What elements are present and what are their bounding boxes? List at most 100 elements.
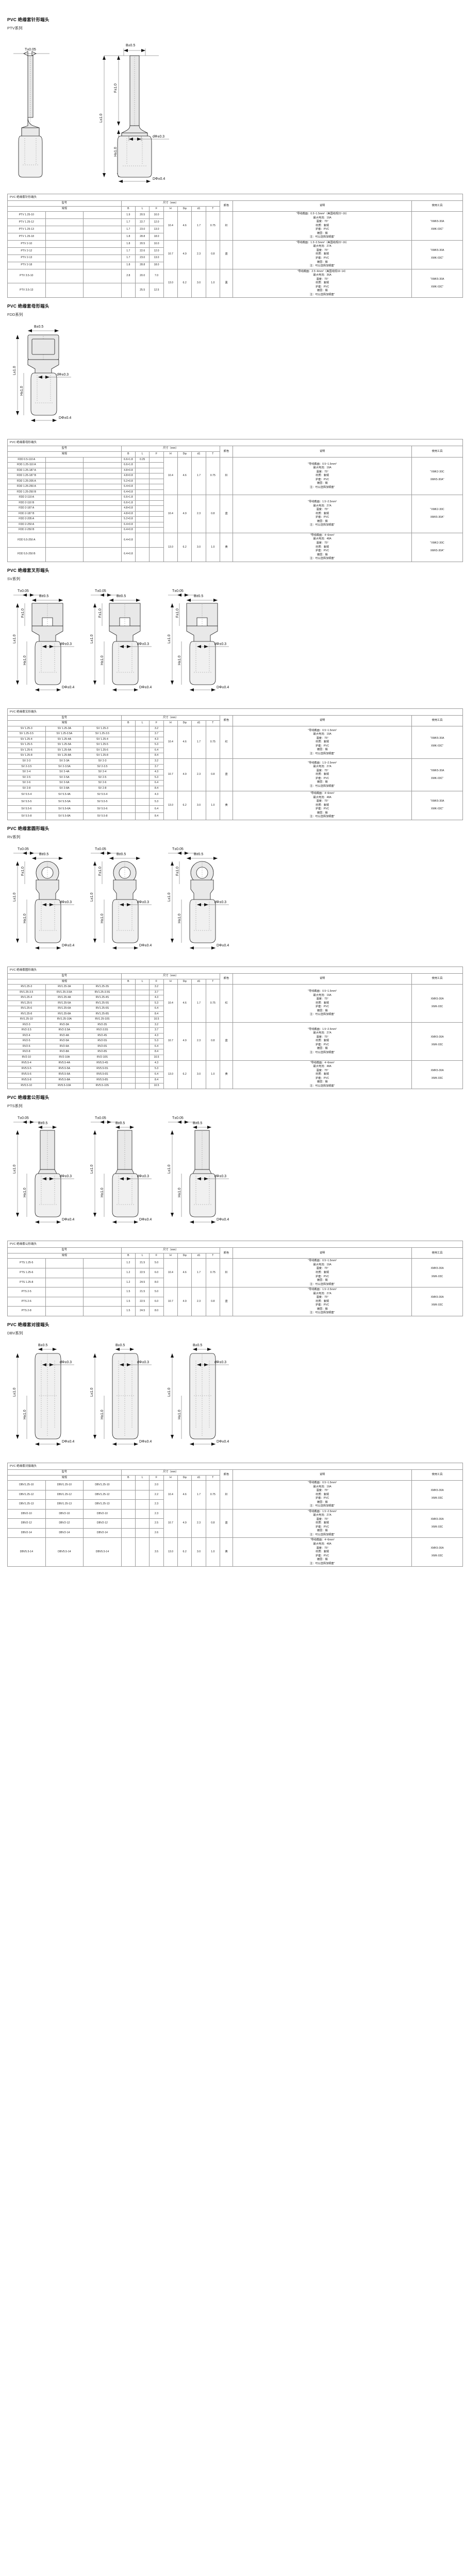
cell-L	[135, 1000, 150, 1007]
cell-model: DBV1.25-10	[7, 1480, 46, 1490]
header-dim-B: B	[121, 206, 136, 212]
svg-text:dΦ±0.3: dΦ±0.3	[60, 1361, 72, 1364]
cell-model-alt2	[83, 495, 122, 501]
cell-B: 5.2×0.8	[121, 516, 136, 522]
cell-d1: 2.3	[191, 1022, 206, 1061]
cell-model: FDD 1.25-110 A	[7, 462, 46, 468]
cell-tool: XMK5-30A XMK-03C	[411, 1287, 463, 1316]
cell-model-alt1: SV 1.25-3A	[45, 725, 84, 732]
cell-L	[135, 1499, 150, 1510]
cell-L	[135, 1528, 150, 1538]
cell-Dphi: 6.2	[177, 1537, 192, 1567]
svg-text:H±1.0: H±1.0	[23, 655, 27, 665]
header-dim-F: F	[149, 451, 164, 457]
svg-text:DΦ±0.4: DΦ±0.4	[139, 1440, 152, 1444]
cell-model-alt2: RV2-3.5S	[83, 1027, 122, 1033]
cell-B: 1.7	[121, 218, 136, 227]
svg-text:F±1.0: F±1.0	[176, 608, 179, 618]
cell-L	[135, 1006, 150, 1012]
cell-desc: "导线截面：2.5~4mm²（美国线规16~14） 最大电流：36A 温度：75° 材…	[233, 268, 412, 298]
cell-model: RV1.25-10	[7, 1016, 46, 1023]
header-tool: 使用工具	[411, 1247, 463, 1259]
cell-model-alt1: DBV2-10	[45, 1509, 84, 1519]
cell-model: PTV 1.25-12	[7, 218, 46, 227]
cell-H: 10.4	[163, 456, 178, 496]
cell-model-alt2	[83, 283, 122, 298]
svg-text:B±0.5: B±0.5	[39, 595, 48, 598]
table-row: DBV1.25-12 DBV1.25-12 DBV1.25-12 2.2	[7, 1489, 463, 1500]
table-row: FDD 0.5-110 A 6.6×1.8 0.25 10.4 4.6 1.7 0.75 红 "…	[7, 456, 463, 496]
cell-model-alt2	[83, 456, 122, 463]
cell-model: PTS 2-6	[7, 1296, 46, 1307]
cell-model: SV 5.5-5	[7, 798, 46, 806]
cell-model-alt1: RV2-5A	[45, 1038, 84, 1044]
cell-L	[135, 785, 150, 792]
table-row: RV2-3 RV2-3A RV2-3S 3.2 10.7 4.9 2.3 0.8 蓝 "导线截面：…	[7, 1022, 463, 1061]
cell-L	[135, 484, 150, 490]
cell-model-alt1: RV5.5-8A	[45, 1077, 84, 1084]
header-dim-B: B	[121, 978, 136, 985]
cell-model: FDD 1.25-250 B	[7, 489, 46, 496]
cell-model: RV2-6	[7, 1043, 46, 1050]
cell-T: 0.8	[205, 495, 220, 533]
header-dim-L: L	[135, 1475, 150, 1481]
cell-model-alt2: SV 2-5	[83, 774, 122, 781]
cell-model: RV1.25-3	[7, 984, 46, 990]
cell-F: 8.4	[149, 785, 164, 792]
svg-text:L±1.0: L±1.0	[13, 1165, 16, 1174]
cell-model-alt2: DBV1.25-10	[83, 1480, 122, 1490]
diagram: T±0.05 B±0.5 L±1.0 H±1.0 dΦ±0.3 DΦ±0.4	[164, 1113, 236, 1236]
cell-model-alt2	[83, 521, 122, 528]
cell-B	[121, 1528, 136, 1538]
cell-L	[135, 791, 150, 799]
male-disconnect-drawing: T±0.05 B±0.5 L±1.0 H±1.0 dΦ±0.3 DΦ±0.4	[90, 1116, 152, 1224]
cell-model-alt2: SV 2-3	[83, 758, 122, 765]
cell-F: 5.3	[149, 1000, 164, 1007]
header-model-sub: 常规	[7, 206, 122, 212]
cell-model-alt1: SV 1.25-5A	[45, 742, 84, 748]
cell-L: 21.5	[135, 1287, 150, 1297]
cell-model-alt1	[45, 1277, 84, 1288]
cell-L	[135, 505, 150, 512]
cell-L	[135, 489, 150, 496]
cell-L	[135, 989, 150, 996]
cell-F: 5.3	[149, 1065, 164, 1072]
cell-F: 12.5	[149, 283, 164, 298]
cell-L	[135, 805, 150, 813]
cell-F	[149, 505, 164, 512]
cell-model-alt1	[45, 254, 84, 262]
cell-model-alt2: SV 5.5-5	[83, 798, 122, 806]
cell-F: 8.4	[149, 753, 164, 759]
cell-model-alt1: SV 5.5-6A	[45, 805, 84, 813]
header-dim-L: L	[135, 978, 150, 985]
table-row: FDD 2-110 B 6.6×1.8	[7, 500, 463, 506]
cell-F: 4.3	[149, 791, 164, 799]
diagram: T±0.05 B±0.5 L±1.0 F±1.0 H±1.0 dΦ±0.3 DΦ…	[164, 586, 236, 704]
cell-model-alt2: RV2-4S	[83, 1032, 122, 1039]
cell-T: 0.75	[205, 456, 220, 496]
cell-L: 20.5	[135, 240, 150, 248]
cell-L	[135, 769, 150, 775]
svg-text:T±0.05: T±0.05	[18, 1116, 29, 1120]
cell-B: 1.7	[121, 254, 136, 262]
cell-L	[135, 478, 150, 485]
cell-L: 20.5	[135, 211, 150, 219]
svg-text:DΦ±0.4: DΦ±0.4	[139, 686, 152, 689]
cell-L: 24.5	[135, 1277, 150, 1288]
cell-model-alt2: SV 2-3.5	[83, 764, 122, 770]
cell-model: RV2-3.5	[7, 1027, 46, 1033]
cell-model-alt2	[83, 489, 122, 496]
table-row: PTV 1.25-18 1.8 28.8 18.0	[7, 232, 463, 241]
cell-B	[121, 742, 136, 748]
cell-F: 8.0	[149, 1306, 164, 1316]
cell-B	[121, 1489, 136, 1500]
table-row: SV 2-4 SV 2-4A SV 2-4 4.3	[7, 769, 463, 775]
table-row: RV1.25-10 RV1.25-10A RV1.25-10S 10.5	[7, 1016, 463, 1023]
header-dim-Dφ: Dφ	[177, 1475, 192, 1481]
table-row: RV2-8 RV2-8A RV2-8S 8.4	[7, 1049, 463, 1055]
cell-L	[135, 462, 150, 468]
header-model-group: 型号	[7, 446, 122, 452]
cell-model-alt1: RV2-4A	[45, 1032, 84, 1039]
cell-model-alt2	[83, 218, 122, 227]
cell-tool: "XMK5-30A XMK-03C"	[411, 791, 463, 820]
